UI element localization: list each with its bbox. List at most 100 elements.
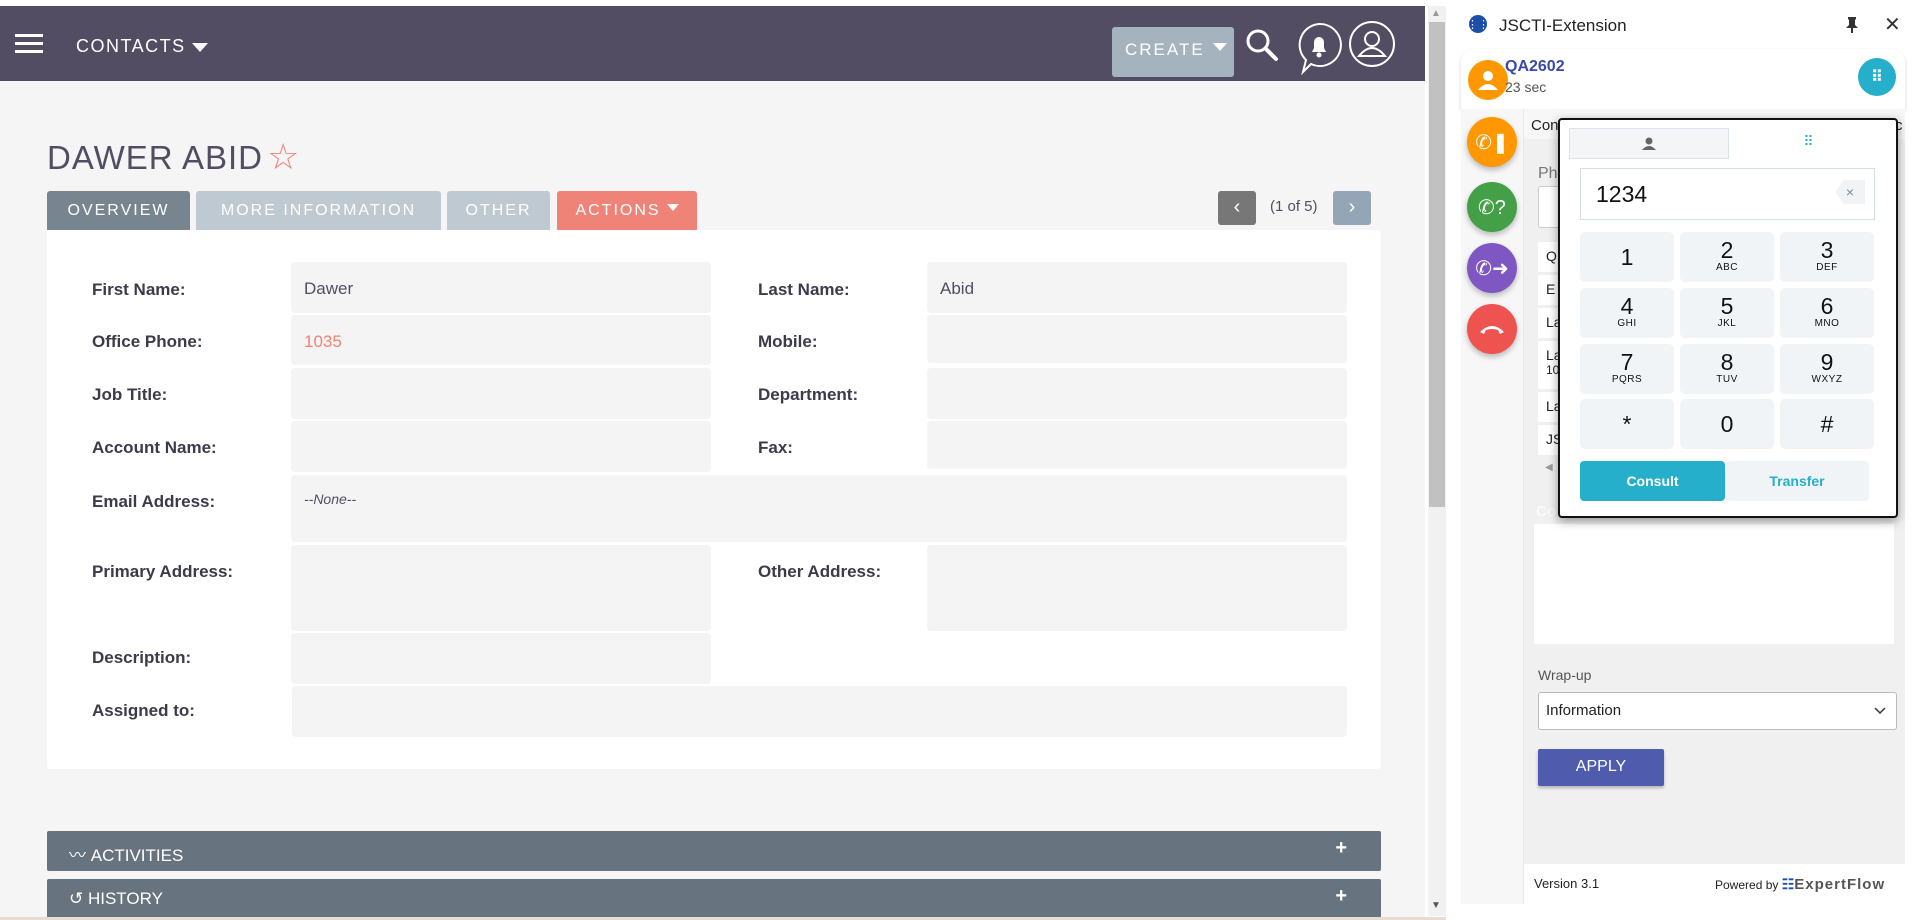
top-strip bbox=[0, 0, 1425, 6]
key-digit: 0 bbox=[1720, 411, 1734, 437]
dialpad-icon: ⠿ bbox=[1803, 133, 1814, 149]
dialpad-toggle-button[interactable]: ⠿ bbox=[1858, 58, 1896, 96]
phone-forward-icon: ✆➜ bbox=[1475, 257, 1509, 280]
comments-textarea[interactable] bbox=[1534, 524, 1894, 644]
transfer-call-button[interactable]: ✆➜ bbox=[1467, 243, 1517, 293]
prev-record-button[interactable]: ‹ bbox=[1218, 191, 1256, 225]
department-value[interactable] bbox=[927, 368, 1347, 419]
tab-contacts[interactable] bbox=[1569, 128, 1729, 159]
office-phone-label: Office Phone: bbox=[92, 332, 203, 351]
hamburger-menu-icon[interactable] bbox=[15, 34, 43, 54]
transfer-button[interactable]: Transfer bbox=[1725, 461, 1869, 501]
key-digit: 2 bbox=[1720, 237, 1734, 263]
key-letters: WXYZ bbox=[1811, 374, 1843, 385]
expand-icon[interactable]: + bbox=[1335, 837, 1347, 859]
favorite-star-icon[interactable]: ☆ bbox=[266, 136, 301, 177]
tab-more-information[interactable]: MORE INFORMATION bbox=[196, 191, 441, 231]
caller-avatar-icon bbox=[1468, 60, 1508, 100]
dialpad-key[interactable]: 2 ABC bbox=[1680, 232, 1774, 282]
close-icon[interactable]: ✕ bbox=[1884, 14, 1901, 36]
comments-label-fragment: Co bbox=[1536, 503, 1556, 520]
key-digit: 7 bbox=[1620, 349, 1634, 375]
powered-by-label: Powered by bbox=[1715, 878, 1779, 892]
wrapup-select[interactable]: Information bbox=[1538, 692, 1897, 730]
key-letters: JKL bbox=[1717, 318, 1737, 329]
mobile-label: Mobile: bbox=[758, 332, 818, 351]
create-button[interactable]: CREATE bbox=[1112, 27, 1234, 77]
extension-title: JSCTI-Extension bbox=[1499, 16, 1627, 35]
tab-other[interactable]: OTHER bbox=[447, 191, 550, 231]
extension-logo-icon: ⋮⋮ bbox=[1467, 15, 1489, 33]
record-title: DAWER ABID ☆ bbox=[47, 136, 300, 178]
notification-bell-icon[interactable] bbox=[1295, 22, 1343, 76]
end-call-button[interactable] bbox=[1467, 304, 1517, 354]
call-controls-column bbox=[1461, 109, 1524, 904]
pin-icon[interactable] bbox=[1844, 15, 1860, 33]
account-name-value[interactable] bbox=[291, 421, 711, 472]
dialpad-key[interactable]: 6 MNO bbox=[1780, 288, 1874, 338]
record-name: DAWER ABID bbox=[47, 139, 263, 176]
extension-footer bbox=[1524, 864, 1905, 904]
fax-value[interactable] bbox=[927, 421, 1347, 469]
active-call-card bbox=[1461, 49, 1905, 109]
hang-up-icon bbox=[1480, 326, 1504, 334]
dialpad-key[interactable]: 4 GHI bbox=[1580, 288, 1674, 338]
activities-panel-header[interactable]: 〰 ACTIVITIES + bbox=[47, 831, 1381, 871]
dial-number-input[interactable]: 1234 bbox=[1580, 168, 1875, 220]
tab-dialpad[interactable]: ⠿ bbox=[1729, 128, 1888, 159]
dialpad-key[interactable]: 5 JKL bbox=[1680, 288, 1774, 338]
description-value[interactable] bbox=[291, 633, 711, 684]
other-address-value[interactable] bbox=[927, 545, 1347, 631]
contact-tab-fragment[interactable]: Con bbox=[1531, 117, 1559, 134]
dialpad-key[interactable]: 0 bbox=[1680, 399, 1774, 449]
powered-by: Powered by ☷ExpertFlow bbox=[1715, 876, 1885, 893]
wrapup-label: Wrap-up bbox=[1538, 667, 1592, 683]
fax-label: Fax: bbox=[758, 438, 793, 457]
assigned-to-value[interactable] bbox=[292, 686, 1347, 737]
scrollbar-thumb[interactable] bbox=[1429, 22, 1445, 507]
consult-button[interactable]: Consult bbox=[1580, 461, 1725, 501]
expand-icon[interactable]: + bbox=[1335, 885, 1347, 907]
dialpad-key[interactable]: 9 WXYZ bbox=[1780, 344, 1874, 394]
email-value[interactable]: --None-- bbox=[291, 475, 1347, 542]
tab-overview[interactable]: OVERVIEW bbox=[47, 191, 190, 231]
dialpad-key[interactable]: 8 TUV bbox=[1680, 344, 1774, 394]
expertflow-brand: ExpertFlow bbox=[1794, 876, 1886, 893]
search-icon[interactable] bbox=[1245, 28, 1279, 62]
job-title-value[interactable] bbox=[291, 368, 711, 419]
history-panel-header[interactable]: ↺ HISTORY + bbox=[47, 879, 1381, 920]
mobile-value[interactable] bbox=[927, 315, 1347, 363]
apply-button[interactable]: APPLY bbox=[1538, 749, 1664, 786]
primary-address-value[interactable] bbox=[291, 545, 711, 631]
next-record-button[interactable]: › bbox=[1333, 191, 1371, 225]
scroll-left-arrow-icon[interactable]: ◀ bbox=[1545, 462, 1553, 473]
dialpad-key[interactable]: 7 PQRS bbox=[1580, 344, 1674, 394]
first-name-value[interactable]: Dawer bbox=[291, 262, 711, 313]
office-phone-value[interactable]: 1035 bbox=[291, 315, 711, 365]
user-profile-icon[interactable] bbox=[1348, 20, 1396, 68]
email-label: Email Address: bbox=[92, 492, 216, 511]
key-digit: 5 bbox=[1720, 293, 1734, 319]
consult-call-button[interactable]: ✆? bbox=[1467, 182, 1517, 232]
description-label: Description: bbox=[92, 648, 192, 667]
hold-call-button[interactable]: ✆❚ bbox=[1467, 117, 1517, 167]
tab-actions[interactable]: ACTIONS bbox=[557, 191, 697, 231]
caller-id: QA2602 bbox=[1505, 58, 1565, 75]
scroll-up-arrow-icon[interactable]: ▲ bbox=[1431, 8, 1441, 19]
last-name-value[interactable]: Abid bbox=[927, 262, 1347, 313]
list-item-sub: 10 bbox=[1546, 363, 1560, 377]
scroll-down-arrow-icon[interactable]: ▼ bbox=[1431, 900, 1441, 911]
job-title-label: Job Title: bbox=[92, 385, 168, 404]
phone-question-icon: ✆? bbox=[1478, 196, 1506, 219]
dialpad-key[interactable]: 1 bbox=[1580, 232, 1674, 282]
caret-down-icon bbox=[1212, 43, 1227, 51]
dialpad-key[interactable]: * bbox=[1580, 399, 1674, 449]
actions-label: ACTIONS bbox=[575, 202, 661, 219]
module-label: CONTACTS bbox=[76, 36, 186, 56]
dialpad-key[interactable]: 3 DEF bbox=[1780, 232, 1874, 282]
module-menu[interactable]: CONTACTS bbox=[76, 36, 208, 57]
caret-down-icon bbox=[666, 204, 679, 211]
key-letters: TUV bbox=[1716, 374, 1738, 385]
dialpad-key[interactable]: # bbox=[1780, 399, 1874, 449]
call-duration: 23 sec bbox=[1505, 79, 1547, 95]
